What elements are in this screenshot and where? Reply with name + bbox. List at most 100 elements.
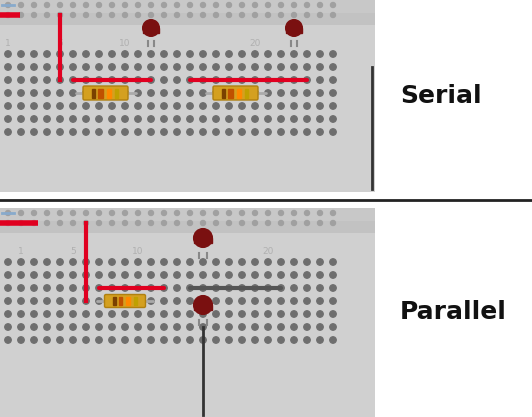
Circle shape — [291, 64, 297, 70]
Circle shape — [84, 3, 88, 8]
Circle shape — [122, 129, 128, 135]
Circle shape — [135, 103, 141, 109]
Circle shape — [84, 221, 88, 226]
Circle shape — [227, 3, 231, 8]
Circle shape — [291, 90, 297, 96]
Circle shape — [252, 324, 258, 330]
Circle shape — [148, 298, 154, 304]
Circle shape — [18, 259, 24, 265]
Circle shape — [135, 311, 141, 317]
Circle shape — [109, 129, 115, 135]
Circle shape — [70, 116, 76, 122]
Circle shape — [174, 337, 180, 343]
Circle shape — [44, 324, 50, 330]
Circle shape — [265, 3, 270, 8]
Circle shape — [330, 13, 336, 18]
Bar — [228, 88, 232, 98]
Circle shape — [187, 90, 193, 96]
Circle shape — [44, 311, 50, 317]
Circle shape — [265, 221, 270, 226]
Circle shape — [161, 259, 167, 265]
Circle shape — [161, 103, 167, 109]
Circle shape — [317, 337, 323, 343]
Circle shape — [253, 221, 257, 226]
Circle shape — [84, 211, 88, 216]
Circle shape — [239, 324, 245, 330]
Circle shape — [213, 324, 219, 330]
Circle shape — [57, 324, 63, 330]
Circle shape — [5, 324, 11, 330]
Text: 20: 20 — [262, 247, 273, 256]
Circle shape — [161, 337, 167, 343]
Circle shape — [122, 3, 128, 8]
Circle shape — [304, 129, 310, 135]
Circle shape — [174, 211, 179, 216]
Circle shape — [148, 77, 154, 83]
Circle shape — [44, 64, 50, 70]
Circle shape — [317, 285, 323, 291]
Circle shape — [122, 272, 128, 278]
Circle shape — [161, 77, 167, 83]
Circle shape — [122, 64, 128, 70]
Circle shape — [109, 259, 115, 265]
Circle shape — [330, 259, 336, 265]
Circle shape — [18, 324, 24, 330]
Text: 10: 10 — [132, 247, 144, 256]
Circle shape — [5, 51, 11, 57]
Circle shape — [161, 298, 167, 304]
Circle shape — [44, 103, 50, 109]
Bar — [115, 88, 118, 98]
Circle shape — [83, 337, 89, 343]
Circle shape — [213, 90, 219, 96]
Circle shape — [174, 272, 180, 278]
Circle shape — [161, 311, 167, 317]
Circle shape — [18, 116, 24, 122]
Circle shape — [317, 298, 323, 304]
Circle shape — [292, 221, 296, 226]
Circle shape — [135, 285, 141, 291]
Circle shape — [5, 221, 11, 226]
Circle shape — [70, 298, 76, 304]
Circle shape — [253, 13, 257, 18]
Circle shape — [291, 77, 297, 83]
Circle shape — [5, 13, 11, 18]
Circle shape — [213, 64, 219, 70]
Circle shape — [239, 64, 245, 70]
Circle shape — [96, 116, 102, 122]
Circle shape — [135, 259, 141, 265]
Circle shape — [239, 211, 245, 216]
Circle shape — [135, 116, 141, 122]
Circle shape — [122, 13, 128, 18]
Circle shape — [330, 51, 336, 57]
Circle shape — [330, 3, 336, 8]
Circle shape — [161, 64, 167, 70]
Circle shape — [213, 3, 219, 8]
Circle shape — [252, 64, 258, 70]
Circle shape — [317, 51, 323, 57]
Circle shape — [122, 259, 128, 265]
Circle shape — [96, 77, 102, 83]
Circle shape — [200, 311, 206, 317]
Circle shape — [252, 311, 258, 317]
Circle shape — [201, 13, 205, 18]
Circle shape — [70, 259, 76, 265]
Circle shape — [200, 103, 206, 109]
Circle shape — [96, 64, 102, 70]
Circle shape — [5, 272, 11, 278]
Bar — [98, 88, 103, 98]
Circle shape — [239, 259, 245, 265]
Circle shape — [19, 3, 23, 8]
Circle shape — [122, 103, 128, 109]
Circle shape — [187, 324, 193, 330]
Circle shape — [109, 272, 115, 278]
Circle shape — [278, 211, 284, 216]
Circle shape — [136, 211, 140, 216]
Bar — [286, 28, 302, 33]
Circle shape — [239, 337, 245, 343]
Bar — [0, 208, 375, 417]
Circle shape — [122, 211, 128, 216]
Circle shape — [174, 311, 180, 317]
Circle shape — [18, 272, 24, 278]
Circle shape — [122, 337, 128, 343]
Circle shape — [330, 221, 336, 226]
